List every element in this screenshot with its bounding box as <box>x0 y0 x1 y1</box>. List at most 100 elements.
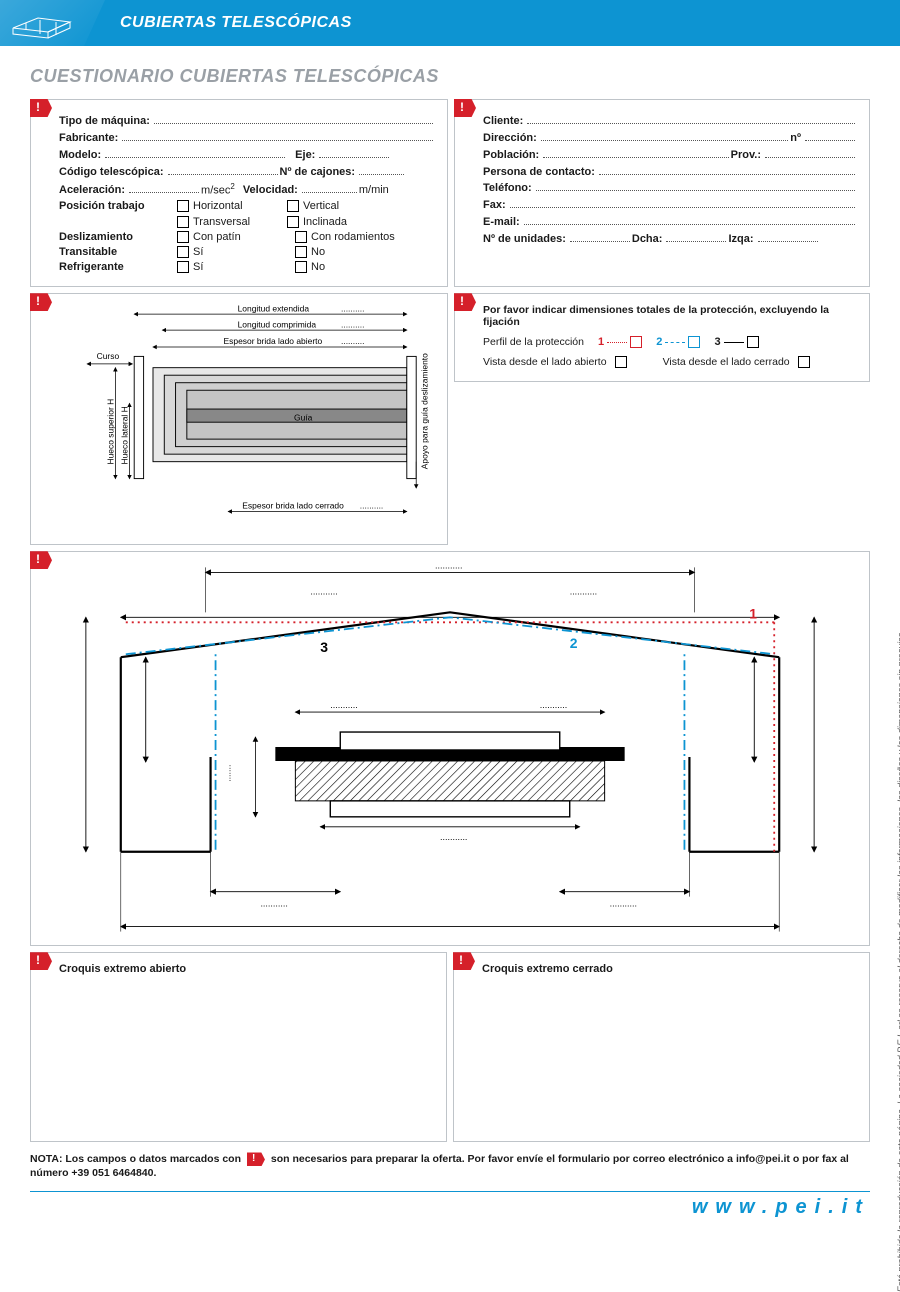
svg-text:3: 3 <box>320 639 328 655</box>
fill-line[interactable] <box>536 182 855 192</box>
fill-line[interactable] <box>599 165 855 175</box>
label: Fax: <box>483 199 506 211</box>
svg-text:1: 1 <box>749 606 757 622</box>
checkbox-inclinada[interactable]: Inclinada <box>287 216 397 228</box>
label: Transitable <box>59 246 169 258</box>
logo-icon <box>8 6 98 40</box>
label: Croquis extremo abierto <box>59 963 434 975</box>
fill-line[interactable] <box>805 131 855 141</box>
required-badge <box>454 99 476 117</box>
required-badge <box>30 99 52 117</box>
cross-section-diagram: ........... ........... ........... 1 2 <box>31 552 869 942</box>
fill-line[interactable] <box>543 148 728 158</box>
fill-line[interactable] <box>154 114 433 124</box>
svg-text:...........: ........... <box>310 587 337 597</box>
instruction-text: Por favor indicar dimensiones totales de… <box>483 304 857 328</box>
label: Dirección: <box>483 132 537 144</box>
fill-line[interactable] <box>122 131 433 141</box>
fill-line[interactable] <box>105 148 285 158</box>
checkbox-refrig-no[interactable]: No <box>295 261 405 273</box>
checkbox-horizontal[interactable]: Horizontal <box>177 200 287 212</box>
label: Nº de unidades: <box>483 233 566 245</box>
label: Aceleración: <box>59 184 125 196</box>
label: Croquis extremo cerrado <box>482 963 857 975</box>
svg-text:Longitud comprimida: Longitud comprimida <box>238 319 317 329</box>
unit-label: m/min <box>359 184 389 196</box>
checkbox-refrig-si[interactable]: Sí <box>177 261 287 273</box>
required-badge-inline <box>247 1152 265 1166</box>
telescopic-side-diagram: Longitud extendida.......... Longitud co… <box>53 300 441 535</box>
svg-text:...........: ........... <box>440 832 467 842</box>
checkbox-transitable-no[interactable]: No <box>295 246 405 258</box>
checkbox-label: Sí <box>193 246 203 258</box>
label: E-mail: <box>483 216 520 228</box>
checkbox-label: Horizontal <box>193 200 243 212</box>
fill-line[interactable] <box>765 148 855 158</box>
svg-text:...........: ........... <box>435 561 462 571</box>
label: Código telescópica: <box>59 166 164 178</box>
label: Dcha: <box>632 233 663 245</box>
required-badge <box>30 551 52 569</box>
label: Vista desde el lado abierto <box>483 356 607 368</box>
fill-line[interactable] <box>129 183 199 193</box>
checkbox-label: Vertical <box>303 200 339 212</box>
checkbox-vista-abierto[interactable] <box>615 356 627 368</box>
checkbox-transitable-si[interactable]: Sí <box>177 246 287 258</box>
label: nº <box>790 132 801 144</box>
checkbox-vista-cerrado[interactable] <box>798 356 810 368</box>
fill-line[interactable] <box>666 232 726 242</box>
fill-line[interactable] <box>168 165 278 175</box>
fill-line[interactable] <box>527 114 855 124</box>
checkbox-label: Inclinada <box>303 216 347 228</box>
checkbox-label: No <box>311 246 325 258</box>
legend-1: 1 <box>598 336 604 348</box>
checkbox-vertical[interactable]: Vertical <box>287 200 397 212</box>
svg-text:Espesor brida lado abierto: Espesor brida lado abierto <box>224 336 323 346</box>
svg-text:...........: ........... <box>570 587 597 597</box>
fill-line[interactable] <box>541 131 788 141</box>
checkbox-rodamientos[interactable]: Con rodamientos <box>295 231 435 243</box>
svg-text:Espesor brida lado cerrado: Espesor brida lado cerrado <box>242 501 344 511</box>
svg-text:Hueco superior H: Hueco superior H <box>106 399 116 465</box>
checkbox-label: Sí <box>193 261 203 273</box>
label: Teléfono: <box>483 182 532 194</box>
copyright-side-text: Está prohibida la reproducción de esta p… <box>896 630 900 1292</box>
legend-3: 3 <box>714 336 720 348</box>
svg-text:..........: .......... <box>360 501 384 511</box>
label: Velocidad: <box>243 184 298 196</box>
checkbox-label: Con rodamientos <box>311 231 395 243</box>
svg-text:Guía: Guía <box>294 413 313 423</box>
label: Izqa: <box>728 233 753 245</box>
label: Población: <box>483 149 539 161</box>
fill-line[interactable] <box>302 183 357 193</box>
fill-line[interactable] <box>359 165 404 175</box>
legend-2: 2 <box>656 336 662 348</box>
fill-line[interactable] <box>319 148 389 158</box>
fill-line[interactable] <box>570 232 630 242</box>
footer-url: www.pei.it <box>30 1191 870 1219</box>
svg-text:...........: ........... <box>540 700 567 710</box>
svg-text:...........: ........... <box>260 899 287 909</box>
label: Cliente: <box>483 115 523 127</box>
cross-section-panel: ........... ........... ........... 1 2 <box>30 551 870 946</box>
required-badge <box>454 293 476 311</box>
svg-text:2: 2 <box>570 635 578 651</box>
fill-line[interactable] <box>510 198 855 208</box>
required-badge <box>30 293 52 311</box>
checkbox-transversal[interactable]: Transversal <box>177 216 287 228</box>
machine-panel: Tipo de máquina: Fabricante: Modelo: Eje… <box>30 99 448 287</box>
svg-text:...........: ........... <box>330 700 357 710</box>
label: Modelo: <box>59 149 101 161</box>
fill-line[interactable] <box>758 232 818 242</box>
required-badge <box>30 952 52 970</box>
checkbox-patin[interactable]: Con patín <box>177 231 287 243</box>
fill-line[interactable] <box>524 215 855 225</box>
top-diagram-panel: Longitud extendida.......... Longitud co… <box>30 293 448 545</box>
croquis-abierto-panel: Croquis extremo abierto <box>30 952 447 1142</box>
checkbox-label: No <box>311 261 325 273</box>
label: Deslizamiento <box>59 231 169 243</box>
svg-text:..........: .......... <box>341 303 365 313</box>
label: Eje: <box>295 149 315 161</box>
svg-text:Curso: Curso <box>97 351 120 361</box>
svg-text:Longitud extendida: Longitud extendida <box>238 303 310 313</box>
